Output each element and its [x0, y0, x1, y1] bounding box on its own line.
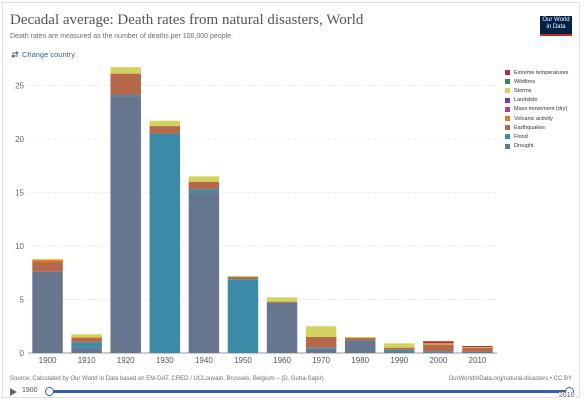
timeline-end-label: 2010 — [559, 392, 575, 399]
credit-link[interactable]: OurWorldInData.org/natural-disasters • C… — [448, 376, 572, 382]
chart-frame — [2, 2, 580, 398]
timeline-track[interactable] — [47, 390, 567, 393]
legend-item-drought[interactable]: Drought — [505, 142, 568, 151]
legend-swatch — [505, 106, 510, 112]
legend-item-storms[interactable]: Storms — [505, 86, 568, 95]
legend-item-wildfires[interactable]: Wildfires — [505, 77, 568, 86]
legend-label: Mass movement (dry) — [514, 106, 568, 113]
legend-label: Volcanic activity — [514, 115, 553, 122]
legend-label: Extreme temperatures — [514, 69, 569, 76]
logo-accent-bar — [540, 34, 572, 36]
legend-label: Storms — [514, 87, 532, 94]
legend-item-earthquakes[interactable]: Earthquakes — [505, 123, 568, 132]
timeline-start-label: 1900 — [22, 387, 38, 394]
change-country-button[interactable]: Change country — [11, 50, 75, 59]
legend-swatch — [505, 143, 510, 149]
timeline: 1900 2010 — [10, 386, 575, 399]
chart-subtitle: Death rates are measured as the number o… — [10, 33, 233, 40]
source-note: Source: Calculated by Our World in Data … — [10, 376, 324, 382]
legend-label: Earthquakes — [514, 124, 545, 131]
legend-swatch — [505, 125, 510, 131]
change-country-label: Change country — [22, 50, 75, 59]
legend-label: Drought — [514, 143, 534, 150]
legend-swatch — [505, 97, 510, 103]
legend-swatch — [505, 134, 510, 140]
legend-label: Flood — [514, 133, 528, 140]
legend-item-flood[interactable]: Flood — [505, 132, 568, 141]
legend-label: Landslide — [514, 97, 538, 104]
legend-swatch — [505, 70, 510, 76]
legend-swatch — [505, 88, 510, 94]
chart-title: Decadal average: Death rates from natura… — [10, 12, 364, 28]
legend-item-volcanic-activity[interactable]: Volcanic activity — [505, 114, 568, 123]
legend-swatch — [505, 116, 510, 122]
play-icon[interactable] — [10, 388, 17, 396]
swap-arrows-icon — [11, 51, 19, 58]
legend-swatch — [505, 79, 510, 85]
legend-item-mass-movement-dry-[interactable]: Mass movement (dry) — [505, 105, 568, 114]
legend-label: Wildfires — [514, 78, 536, 85]
chart-legend: Extreme temperatures Wildfires Storms Lands… — [505, 68, 568, 151]
logo-line2: in Data — [546, 23, 566, 30]
timeline-start-handle[interactable] — [45, 387, 54, 396]
legend-item-extreme-temperatures[interactable]: Extreme temperatures — [505, 68, 568, 77]
owid-logo[interactable]: Our World in Data — [540, 16, 572, 36]
legend-item-landslide[interactable]: Landslide — [505, 96, 568, 105]
logo-line1: Our World — [542, 17, 570, 23]
